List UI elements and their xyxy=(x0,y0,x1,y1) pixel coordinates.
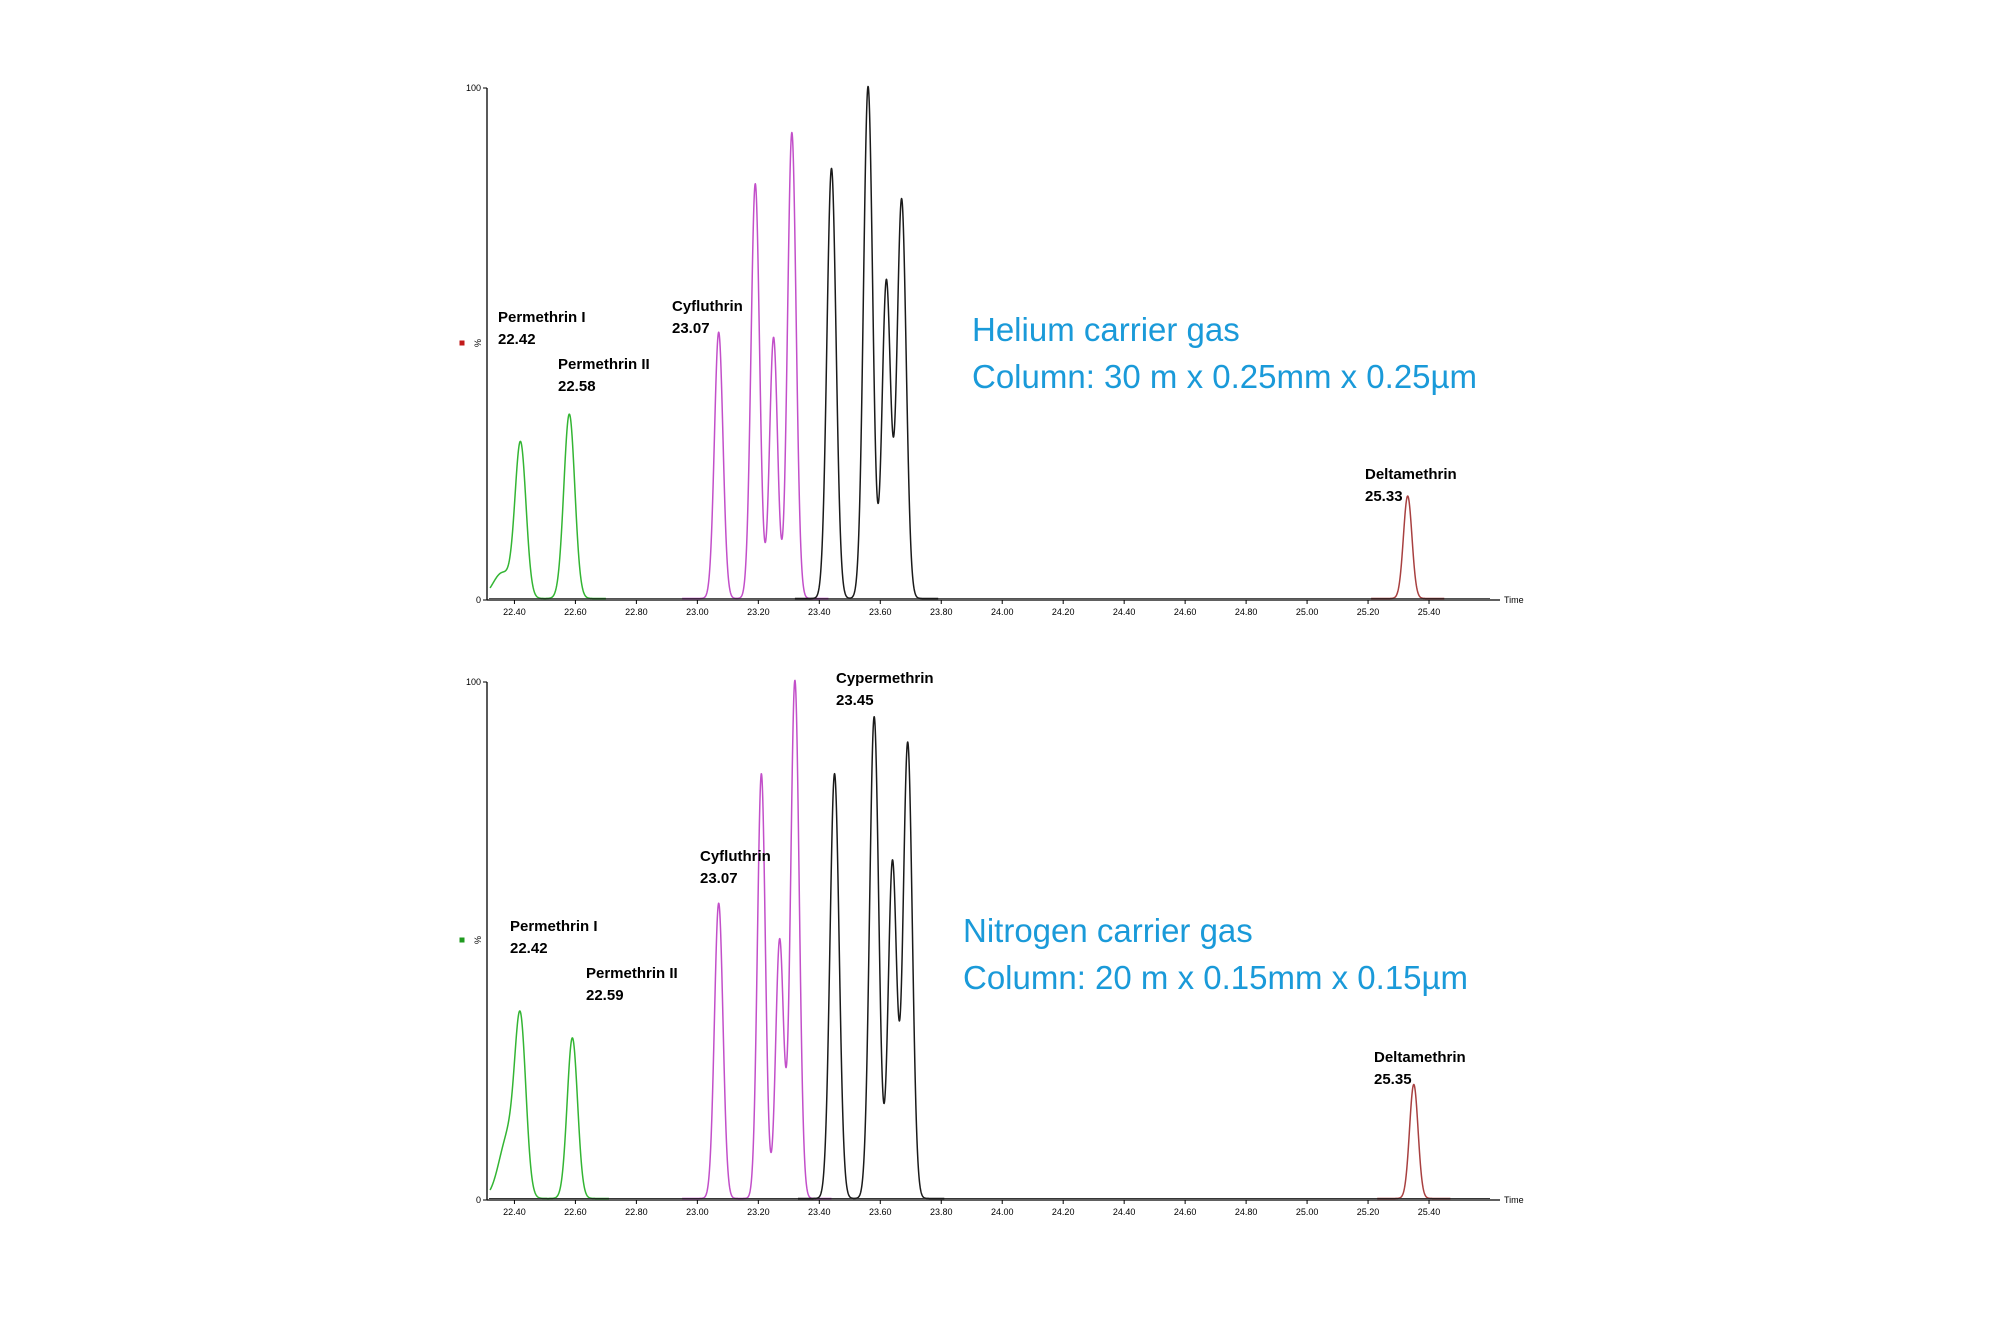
x-tick-label-1-9: 24.20 xyxy=(1052,607,1075,617)
x-tick-label-2-2: 22.80 xyxy=(625,1207,648,1217)
condition-label-2-1: Nitrogen carrier gas xyxy=(963,912,1253,949)
x-axis-label-1: Time xyxy=(1504,595,1524,605)
x-tick-label-1-1: 22.60 xyxy=(564,607,587,617)
x-tick-label-2-8: 24.00 xyxy=(991,1207,1014,1217)
x-tick-label-2-3: 23.00 xyxy=(686,1207,709,1217)
x-tick-label-2-13: 25.00 xyxy=(1296,1207,1319,1217)
condition-label-1-2: Column: 30 m x 0.25mm x 0.25µm xyxy=(972,358,1477,395)
trace-1-4 xyxy=(1370,495,1445,600)
y-tick-label-2-1: 100 xyxy=(466,677,481,687)
peak-label-1-4-1: Deltamethrin xyxy=(1365,466,1457,483)
x-tick-label-1-0: 22.40 xyxy=(503,607,526,617)
x-tick-label-2-5: 23.40 xyxy=(808,1207,831,1217)
peak-label-2-3-2: 23.07 xyxy=(700,870,738,887)
peak-label-1-1-1: Permethrin I xyxy=(498,309,586,326)
legend-marker-2 xyxy=(459,937,465,943)
x-tick-label-2-4: 23.20 xyxy=(747,1207,770,1217)
y-tick-label-1-1: 100 xyxy=(466,83,481,93)
x-tick-label-2-12: 24.80 xyxy=(1235,1207,1258,1217)
x-tick-label-1-6: 23.60 xyxy=(869,607,892,617)
x-tick-label-2-15: 25.40 xyxy=(1418,1207,1441,1217)
peak-label-2-1-1: Permethrin I xyxy=(510,918,598,935)
peak-label-2-5-2: 25.35 xyxy=(1374,1071,1412,1088)
legend-marker-1 xyxy=(459,340,465,346)
peak-label-1-2-1: Permethrin II xyxy=(558,356,650,373)
x-axis-label-2: Time xyxy=(1504,1195,1524,1205)
condition-label-2-2: Column: 20 m x 0.15mm x 0.15µm xyxy=(963,959,1468,996)
x-tick-label-1-13: 25.00 xyxy=(1296,607,1319,617)
x-tick-label-1-4: 23.20 xyxy=(747,607,770,617)
peak-label-2-2-2: 22.59 xyxy=(586,987,624,1004)
x-tick-label-2-7: 23.80 xyxy=(930,1207,953,1217)
y-axis-label-2: % xyxy=(473,936,483,944)
peak-label-1-4-2: 25.33 xyxy=(1365,488,1403,505)
trace-1-3 xyxy=(794,85,939,600)
x-tick-label-1-12: 24.80 xyxy=(1235,607,1258,617)
trace-1-2 xyxy=(681,131,829,600)
y-tick-label-1-0: 0 xyxy=(476,595,481,605)
y-axis-label-1: % xyxy=(473,339,483,347)
x-tick-label-1-3: 23.00 xyxy=(686,607,709,617)
peak-label-2-2-1: Permethrin II xyxy=(586,965,678,982)
x-tick-label-2-1: 22.60 xyxy=(564,1207,587,1217)
x-tick-label-2-0: 22.40 xyxy=(503,1207,526,1217)
peak-label-1-1-2: 22.42 xyxy=(498,331,536,348)
trace-2-1 xyxy=(489,1010,610,1200)
peak-label-2-4-1: Cypermethrin xyxy=(836,670,934,687)
trace-1-1 xyxy=(489,413,607,600)
x-tick-label-1-8: 24.00 xyxy=(991,607,1014,617)
peak-label-1-3-1: Cyfluthrin xyxy=(672,298,743,315)
condition-label-1-1: Helium carrier gas xyxy=(972,311,1240,348)
trace-2-3 xyxy=(797,716,945,1200)
x-tick-label-1-5: 23.40 xyxy=(808,607,831,617)
peak-label-2-5-1: Deltamethrin xyxy=(1374,1049,1466,1066)
x-tick-label-1-7: 23.80 xyxy=(930,607,953,617)
peak-label-2-1-2: 22.42 xyxy=(510,940,548,957)
x-tick-label-2-6: 23.60 xyxy=(869,1207,892,1217)
x-tick-label-1-2: 22.80 xyxy=(625,607,648,617)
trace-2-2 xyxy=(681,679,833,1200)
x-tick-label-1-15: 25.40 xyxy=(1418,607,1441,617)
x-tick-label-2-9: 24.20 xyxy=(1052,1207,1075,1217)
x-tick-label-2-14: 25.20 xyxy=(1357,1207,1380,1217)
peak-label-2-3-1: Cyfluthrin xyxy=(700,848,771,865)
peak-label-1-2-2: 22.58 xyxy=(558,378,596,395)
x-tick-label-1-10: 24.40 xyxy=(1113,607,1136,617)
peak-label-2-4-2: 23.45 xyxy=(836,692,874,709)
x-tick-label-1-11: 24.60 xyxy=(1174,607,1197,617)
x-tick-label-2-11: 24.60 xyxy=(1174,1207,1197,1217)
peak-label-1-3-2: 23.07 xyxy=(672,320,710,337)
y-tick-label-2-0: 0 xyxy=(476,1195,481,1205)
x-tick-label-2-10: 24.40 xyxy=(1113,1207,1136,1217)
x-tick-label-1-14: 25.20 xyxy=(1357,607,1380,617)
trace-2-4 xyxy=(1376,1083,1452,1200)
